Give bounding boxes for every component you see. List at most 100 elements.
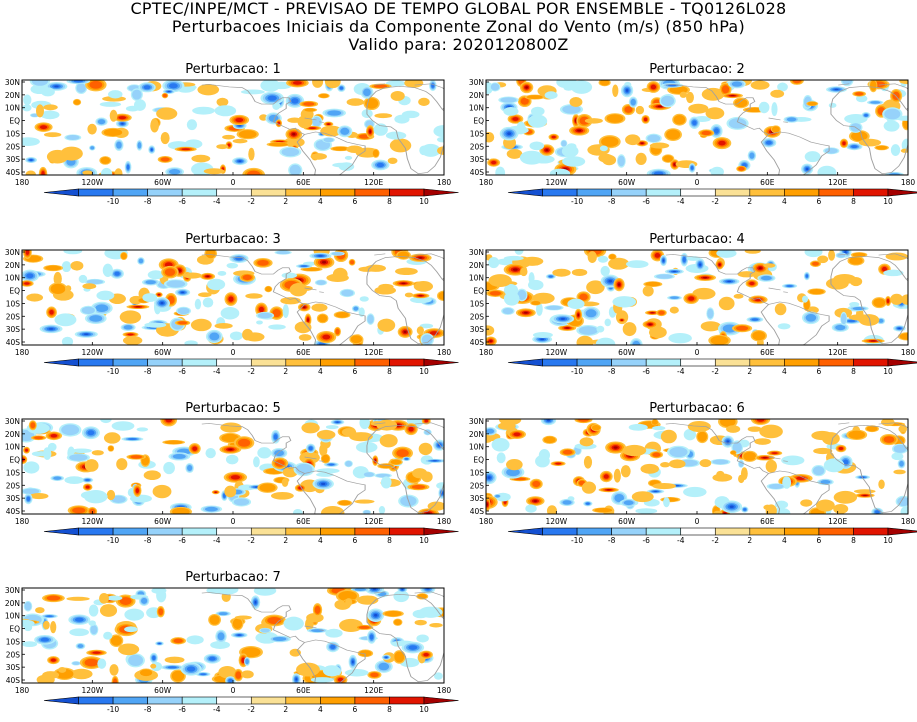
perturbation-contour [512,117,519,121]
perturbation-contour [855,92,864,96]
perturbation-contour [489,291,502,296]
perturbation-contour [890,144,901,157]
perturbation-contour [354,499,375,504]
perturbation-contour [878,479,885,490]
colorbar-segment [818,358,854,367]
perturbation-contour [546,419,551,422]
colorbar-label: -8 [608,197,616,206]
perturbation-contour [585,309,597,318]
perturbation-contour [418,256,423,259]
colorbar-label: -10 [107,367,119,376]
perturbation-contour [109,664,119,676]
perturbation-contour [137,142,142,149]
perturbation-contour [84,490,108,504]
perturbation-contour [849,256,863,265]
perturbation-contour [258,306,264,313]
perturbation-contour [350,335,363,344]
perturbation-contour [624,106,633,113]
perturbation-contour [414,619,427,626]
colorbar-segment [112,358,148,367]
perturbation-contour [257,312,273,319]
panel-title: Perturbacao: 7 [185,570,280,585]
perturbation-contour [209,615,220,625]
perturbation-contour [82,283,97,290]
perturbation-contour [668,459,686,469]
perturbation-contour [171,670,185,682]
colorbar-segment [216,188,252,197]
perturbation-contour [135,306,141,308]
perturbation-contour [192,446,198,451]
perturbation-contour [58,667,67,673]
perturbation-contour [192,106,215,115]
colorbar-segment [542,188,578,197]
perturbation-contour [260,628,270,633]
perturbation-contour [555,462,562,465]
perturbation-contour [792,80,802,84]
perturbation-contour [525,504,537,513]
perturbation-contour [517,289,527,301]
perturbation-contour [363,472,375,477]
perturbation-contour [394,651,405,663]
perturbation-contour [690,165,694,170]
perturbation-contour [900,506,908,514]
perturbation-contour [635,508,658,514]
perturbation-contour [584,118,603,124]
perturbation-contour [173,638,183,644]
perturbation-contour [699,263,702,266]
colorbar-label: 8 [387,536,392,545]
colorbar-segment [354,696,390,705]
perturbation-contour [319,93,329,98]
lon-label: 180 [15,517,30,526]
lat-label: EQ [9,287,20,296]
perturbation-contour [847,319,856,323]
perturbation-contour [54,313,77,327]
colorbar-label: 10 [419,197,429,206]
perturbation-contour [139,669,153,677]
lat-label: 30N [469,417,484,426]
perturbation-contour [881,266,887,272]
lat-label: 10N [469,443,484,452]
perturbation-contour [45,265,62,271]
perturbation-contour [147,270,164,280]
perturbation-contour [273,434,278,440]
perturbation-contour [606,114,624,123]
perturbation-contour [758,101,770,114]
perturbation-contour [762,457,767,459]
colorbar-label: -6 [178,705,186,714]
lat-label: 20S [470,312,485,321]
perturbation-contour [178,269,181,272]
perturbation-contour [128,438,137,440]
perturbation-contour [177,321,188,325]
perturbation-contour [743,508,747,511]
perturbation-contour [311,303,328,312]
colorbar-segment [680,188,716,197]
lon-label: 60E [760,517,775,526]
perturbation-contour [349,432,373,442]
colorbar-segment [250,527,287,536]
wind-perturbation-field [486,80,908,175]
perturbation-contour [256,320,263,325]
perturbation-contour [433,125,444,138]
perturbation-contour [628,423,648,431]
perturbation-contour [281,147,300,157]
colorbar-label: 4 [318,197,323,206]
perturbation-contour [848,430,866,440]
perturbation-contour [416,634,429,643]
perturbation-contour [701,87,725,101]
perturbation-contour [730,95,735,97]
perturbation-contour [160,132,170,145]
perturbation-contour [486,325,495,336]
perturbation-contour [749,152,755,159]
perturbation-contour [373,84,388,88]
perturbation-contour [520,97,529,105]
perturbation-contour [31,80,49,86]
perturbation-contour [645,281,661,287]
perturbation-contour [805,313,817,322]
perturbation-contour [335,328,340,335]
colorbar-label: -4 [213,705,221,714]
perturbation-contour [393,590,409,603]
perturbation-contour [228,296,234,302]
perturbation-contour [322,665,341,677]
perturbation-contour [328,463,335,466]
perturbation-contour [408,426,414,432]
